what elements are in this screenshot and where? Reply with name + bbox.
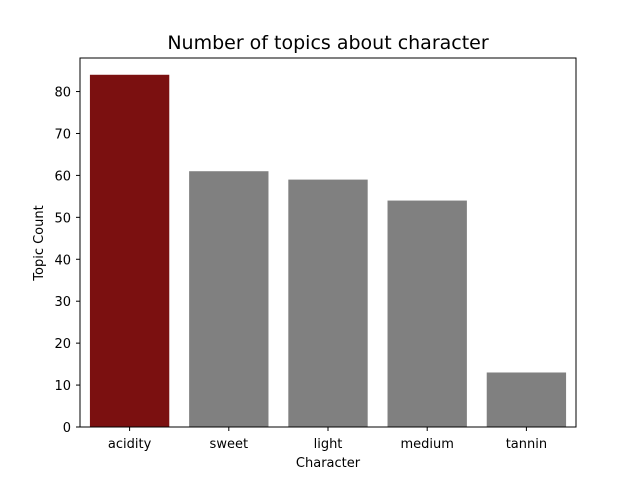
- bar-light: [288, 179, 368, 427]
- x-tick-label: medium: [400, 437, 453, 452]
- y-tick-label: 80: [54, 86, 71, 101]
- y-tick-label: 30: [54, 295, 71, 310]
- x-tick-label: sweet: [210, 437, 249, 452]
- y-axis-label: Topic Count: [32, 205, 47, 281]
- y-tick-label: 50: [54, 211, 71, 226]
- bar-medium: [387, 200, 467, 427]
- x-tick-label: light: [314, 437, 343, 452]
- y-tick-label: 20: [54, 337, 71, 352]
- x-tick-label: acidity: [108, 437, 152, 452]
- plot-frame: [79, 57, 577, 428]
- y-axis-ticks: 0 10 20 30 40 50 60 70 80: [54, 86, 80, 436]
- y-tick-label: 10: [54, 379, 71, 394]
- y-tick-label: 70: [54, 127, 71, 142]
- y-tick-label: 40: [54, 253, 71, 268]
- x-axis-label: Character: [296, 456, 361, 471]
- bar-tannin: [486, 372, 567, 427]
- x-axis-ticks: acidity sweet light medium tannin: [108, 427, 547, 452]
- bar-sweet: [189, 171, 269, 427]
- bars-group: [89, 74, 567, 427]
- y-tick-label: 60: [54, 169, 71, 184]
- chart-title: Number of topics about character: [167, 32, 489, 54]
- bar-acidity: [89, 74, 170, 427]
- y-tick-label: 0: [63, 421, 71, 436]
- x-tick-label: tannin: [506, 437, 547, 452]
